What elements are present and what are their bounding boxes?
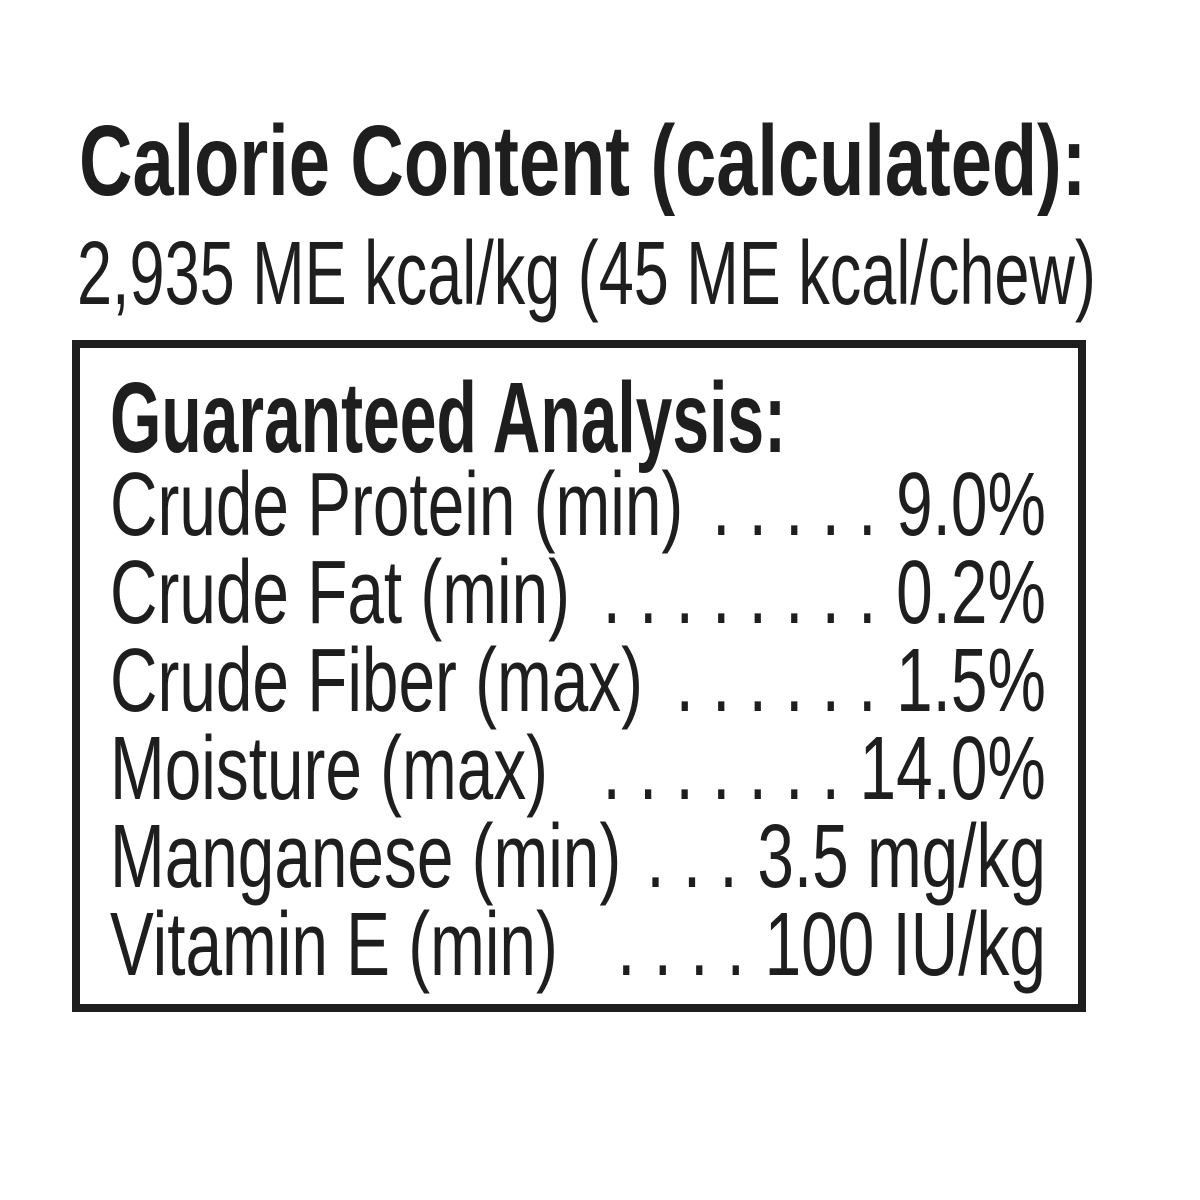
analysis-row-value: 14.0% (859, 719, 1046, 819)
analysis-row: Moisture (max) . . . . . . . 14.0% (110, 719, 1046, 819)
analysis-row-label: Crude Fiber (max) (110, 631, 644, 731)
analysis-row-label: Manganese (min) (110, 807, 622, 907)
analysis-row: Crude Fiber (max) . . . . . . 1.5% (110, 631, 1046, 731)
calorie-content-value: 2,935 ME kcal/kg (45 ME kcal/chew) (77, 224, 1096, 324)
analysis-row-value: 9.0% (896, 455, 1046, 555)
analysis-row: Manganese (min) . . . 3.5 mg/kg (110, 807, 1046, 907)
analysis-row: Crude Fat (min) . . . . . . . . 0.2% (110, 543, 1046, 643)
leader-dots: . . . . . . . . (602, 543, 877, 643)
analysis-row-value: 3.5 mg/kg (757, 807, 1046, 907)
guaranteed-analysis-heading: Guaranteed Analysis: (110, 362, 787, 474)
leader-dots: . . . . . . . (602, 719, 840, 819)
analysis-row-label: Crude Protein (min) (110, 455, 684, 555)
guaranteed-analysis-box: Guaranteed Analysis: Crude Protein (min)… (72, 340, 1086, 1012)
leader-dots: . . . . (617, 895, 745, 995)
analysis-row-value: 100 IU/kg (764, 895, 1046, 995)
leader-dots: . . . . . (712, 455, 877, 555)
analysis-row-label: Crude Fat (min) (110, 543, 571, 643)
guaranteed-analysis-rows: Crude Protein (min) . . . . . 9.0% Crude… (110, 455, 1046, 995)
leader-dots: . . . . . . (675, 631, 877, 731)
analysis-row: Crude Protein (min) . . . . . 9.0% (110, 455, 1046, 555)
analysis-row: Vitamin E (min) . . . . 100 IU/kg (110, 895, 1046, 995)
leader-dots: . . . (646, 807, 738, 907)
calorie-content-title: Calorie Content (calculated): (79, 105, 1087, 217)
analysis-row-label: Moisture (max) (110, 719, 549, 819)
analysis-row-value: 1.5% (896, 631, 1046, 731)
analysis-row-value: 0.2% (896, 543, 1046, 643)
analysis-row-label: Vitamin E (min) (110, 895, 558, 995)
